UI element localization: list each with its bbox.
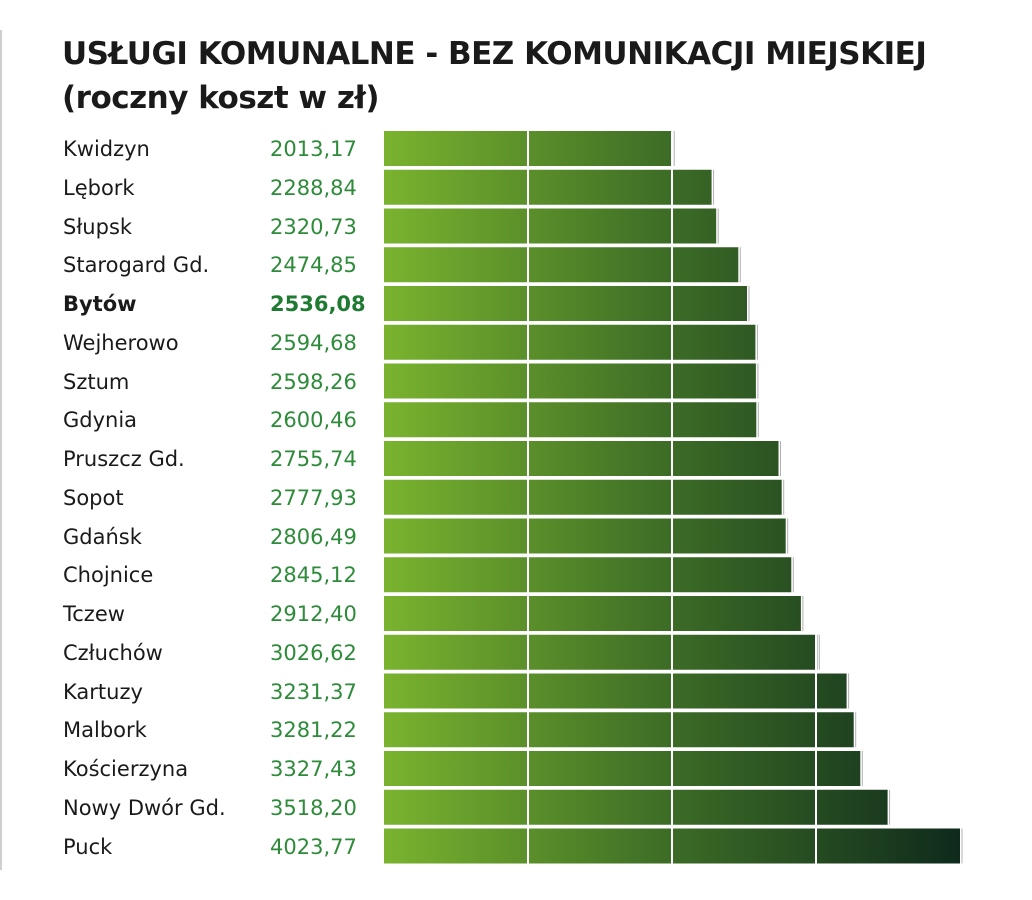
table-row: Sztum 2598,26 <box>0 363 1032 401</box>
bar <box>384 402 757 438</box>
category-label: Starogard Gd. <box>63 253 210 278</box>
table-row: Człuchów 3026,62 <box>0 634 1032 672</box>
bar <box>384 324 756 360</box>
data-label: 2912,40 <box>270 602 357 626</box>
bar <box>384 557 792 593</box>
data-label: 3281,22 <box>270 718 357 743</box>
table-row: Bytów 2536,08 <box>0 285 1032 323</box>
table-row: Lębork 2288,84 <box>0 169 1032 207</box>
category-label: Kartuzy <box>63 679 143 704</box>
bar <box>384 712 854 748</box>
table-row: Puck 4023,77 <box>0 828 1032 866</box>
category-label: Malbork <box>63 718 147 743</box>
data-label: 3327,43 <box>270 757 357 781</box>
category-label: Nowy Dwór Gd. <box>63 795 226 820</box>
bar <box>384 169 712 205</box>
category-label: Lębork <box>63 175 135 200</box>
bar <box>384 596 801 631</box>
table-row: Pruszcz Gd. 2755,74 <box>0 440 1032 478</box>
data-label: 2320,73 <box>270 214 357 239</box>
category-label: Pruszcz Gd. <box>63 447 185 471</box>
chart-title-line: USŁUGI KOMUNALNE - BEZ KOMUNIKACJI MIEJS… <box>62 36 927 72</box>
data-label: 2845,12 <box>270 563 357 588</box>
bar <box>384 441 779 476</box>
category-label: Sztum <box>63 369 130 394</box>
category-label: Kwidzyn <box>63 137 150 161</box>
data-label: 2598,26 <box>270 369 357 394</box>
data-label: 2013,17 <box>270 137 357 161</box>
table-row: Sopot 2777,93 <box>0 479 1032 517</box>
table-row: Kościerzyna 3327,43 <box>0 750 1032 788</box>
table-row: Kartuzy 3231,37 <box>0 673 1032 711</box>
data-label: 2777,93 <box>270 485 357 510</box>
table-row: Tczew 2912,40 <box>0 595 1032 633</box>
category-label: Gdynia <box>63 408 138 433</box>
bar <box>384 751 861 786</box>
data-label: 2600,46 <box>270 408 357 433</box>
category-label: Puck <box>63 834 113 859</box>
category-label: Sopot <box>63 485 124 510</box>
bar <box>384 363 756 399</box>
category-label: Gdańsk <box>63 524 142 549</box>
data-label: 2474,85 <box>270 253 357 278</box>
category-label: Słupsk <box>63 214 133 239</box>
left-rule <box>0 30 2 870</box>
bar <box>384 247 739 283</box>
bar <box>384 673 847 709</box>
data-label: 2288,84 <box>270 175 357 200</box>
table-row: Gdynia 2600,46 <box>0 401 1032 439</box>
bar <box>384 789 888 825</box>
data-label: 2594,68 <box>270 330 357 355</box>
data-label: 4023,77 <box>270 834 357 859</box>
table-row: Starogard Gd. 2474,85 <box>0 246 1032 284</box>
bar <box>384 208 717 244</box>
data-label: 2755,74 <box>270 447 357 471</box>
data-label: 3026,62 <box>270 640 357 665</box>
table-row: Nowy Dwór Gd. 3518,20 <box>0 789 1032 827</box>
data-label: 2536,08 <box>270 292 366 316</box>
data-label: 3231,37 <box>270 679 357 704</box>
chart-title: USŁUGI KOMUNALNE - BEZ KOMUNIKACJI MIEJS… <box>62 32 927 120</box>
bar <box>384 479 782 515</box>
bar <box>384 286 747 321</box>
category-label: Wejherowo <box>63 330 179 355</box>
table-row: Malbork 3281,22 <box>0 711 1032 749</box>
category-label: Chojnice <box>63 563 154 588</box>
table-row: Chojnice 2845,12 <box>0 556 1032 594</box>
chart-subtitle: (roczny koszt w zł) <box>62 80 380 116</box>
table-row: Słupsk 2320,73 <box>0 208 1032 246</box>
bar <box>384 634 818 670</box>
table-row: Gdańsk 2806,49 <box>0 518 1032 556</box>
category-label: Tczew <box>63 602 125 626</box>
table-row: Wejherowo 2594,68 <box>0 324 1032 362</box>
data-label: 2806,49 <box>270 524 357 549</box>
bar-group <box>384 131 963 864</box>
grid-lines <box>527 131 817 864</box>
bar <box>384 518 786 554</box>
category-label: Kościerzyna <box>63 757 189 781</box>
category-label: Bytów <box>63 292 137 316</box>
category-label: Człuchów <box>63 640 163 665</box>
table-row: Kwidzyn 2013,17 <box>0 130 1032 168</box>
data-label: 3518,20 <box>270 795 357 820</box>
